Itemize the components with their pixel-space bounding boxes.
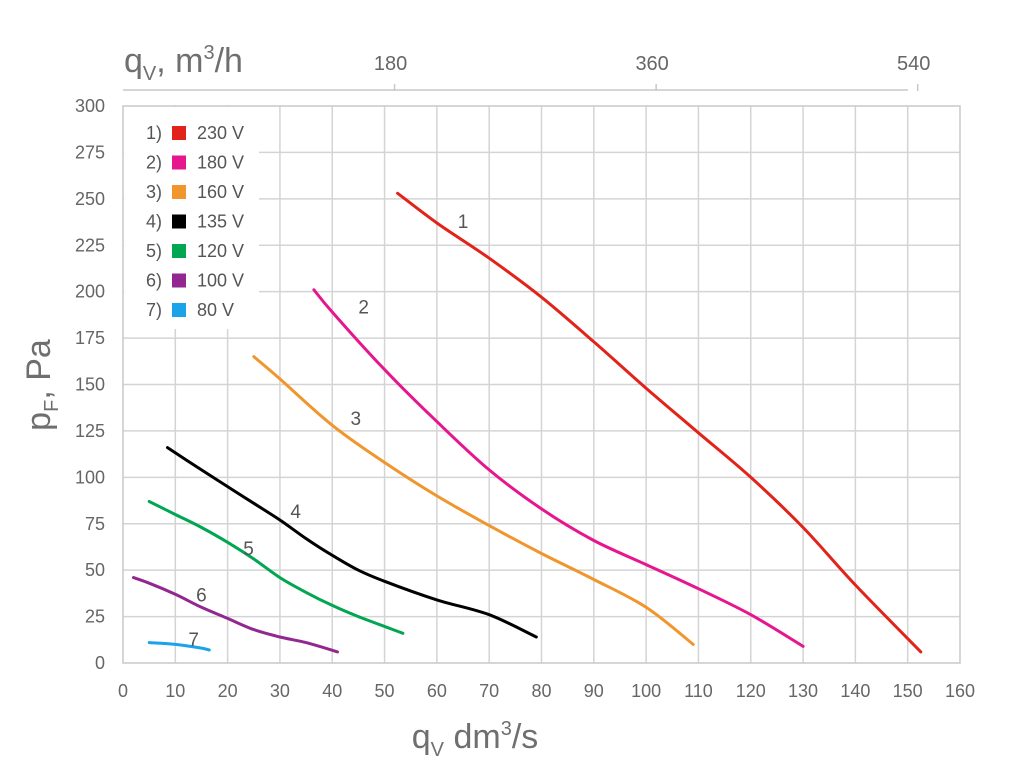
top-tick-label: 180 xyxy=(374,53,407,75)
curve-label-7: 7 xyxy=(188,630,199,651)
legend-number: 4) xyxy=(146,212,162,232)
legend-number: 6) xyxy=(146,271,162,291)
legend-item-3: 3) 160 V xyxy=(146,182,244,202)
y-tick-label: 75 xyxy=(85,514,105,534)
x-tick-label: 110 xyxy=(684,681,713,701)
x-tick-label: 90 xyxy=(584,681,604,701)
legend-item-5: 5) 120 V xyxy=(146,241,244,261)
legend-item-2: 2) 180 V xyxy=(146,153,244,173)
legend-label: 230 V xyxy=(197,123,244,143)
y-axis-ticks: 0 25 50 75 100 125 150 175 200 225 250 275 300 xyxy=(75,96,105,673)
legend-label: 135 V xyxy=(197,212,244,232)
y-tick-label: 50 xyxy=(85,560,105,580)
legend-item-1: 1) 230 V xyxy=(146,123,244,143)
x-tick-label: 80 xyxy=(531,681,551,701)
curve-label-6: 6 xyxy=(196,585,207,606)
top-axis: 180 360 540 xyxy=(123,53,930,91)
y-tick-label: 175 xyxy=(75,328,105,348)
legend-item-4: 4) 135 V xyxy=(146,212,244,232)
y-tick-label: 150 xyxy=(75,375,105,395)
y-axis-title: pF, Pa xyxy=(20,339,63,431)
y-tick-label: 100 xyxy=(75,467,105,487)
legend-label: 180 V xyxy=(197,153,244,173)
curve-label-3: 3 xyxy=(351,409,362,430)
x-tick-label: 0 xyxy=(118,681,128,701)
top-tick-label: 540 xyxy=(897,53,930,75)
x-tick-label: 140 xyxy=(840,681,870,701)
legend-item-6: 6) 100 V xyxy=(146,271,244,291)
axis-titles: qV dm3/s qV, m3/h pF, Pa xyxy=(20,42,538,761)
legend-swatch xyxy=(172,244,186,258)
series-line-4 xyxy=(166,446,538,639)
y-tick-label: 125 xyxy=(75,421,105,441)
x-tick-label: 20 xyxy=(218,681,238,701)
x-tick-label: 150 xyxy=(893,681,923,701)
series-line-6 xyxy=(132,576,339,654)
legend-number: 5) xyxy=(146,241,162,261)
legend-swatch xyxy=(172,126,186,140)
legend-label: 100 V xyxy=(197,271,244,291)
legend-label: 120 V xyxy=(197,241,244,261)
y-tick-label: 300 xyxy=(75,96,105,116)
top-tick-label: 360 xyxy=(635,53,668,75)
curve-label-1: 1 xyxy=(458,212,469,233)
x-tick-label: 50 xyxy=(375,681,395,701)
x-tick-label: 40 xyxy=(322,681,342,701)
legend-number: 7) xyxy=(146,300,162,320)
legend-swatch xyxy=(172,155,186,170)
legend-label: 80 V xyxy=(197,300,234,320)
series-line-7 xyxy=(147,641,211,652)
legend-label: 160 V xyxy=(197,182,244,202)
x-axis-ticks: 0 10 20 30 40 50 60 70 80 90 100 110 120 130 140 150 160 xyxy=(118,681,975,701)
plot-frame xyxy=(122,105,961,664)
y-tick-label: 25 xyxy=(85,607,105,627)
legend-background xyxy=(124,107,259,329)
series-line-3 xyxy=(252,355,695,646)
x-tick-label: 120 xyxy=(736,681,766,701)
legend-item-7: 7) 80 V xyxy=(146,300,234,320)
x-tick-label: 130 xyxy=(788,681,818,701)
legend: 1) 230 V 2) 180 V 3) 160 V 4) 135 V 5) 120 V 6) 100… xyxy=(146,123,244,320)
series-lines xyxy=(132,191,923,654)
legend-swatch xyxy=(172,185,186,199)
y-tick-label: 225 xyxy=(75,235,105,255)
legend-number: 2) xyxy=(146,153,162,173)
x-tick-label: 100 xyxy=(631,681,661,701)
y-tick-label: 200 xyxy=(75,282,105,302)
legend-swatch xyxy=(172,303,186,317)
curve-labels: 1 2 3 4 5 6 7 xyxy=(188,212,468,651)
y-tick-label: 0 xyxy=(95,653,105,673)
legend-swatch xyxy=(172,214,186,229)
y-tick-label: 250 xyxy=(75,189,105,209)
top-axis-title: qV, m3/h xyxy=(124,42,243,85)
x-tick-label: 30 xyxy=(270,681,290,701)
series-line-5 xyxy=(147,500,405,635)
curve-label-4: 4 xyxy=(290,502,301,523)
legend-number: 3) xyxy=(146,182,162,202)
curve-label-5: 5 xyxy=(243,539,254,560)
series-line-2 xyxy=(312,288,805,648)
x-tick-label: 160 xyxy=(945,681,975,701)
x-tick-label: 60 xyxy=(427,681,447,701)
x-tick-label: 10 xyxy=(165,681,185,701)
grid xyxy=(122,105,961,664)
y-tick-label: 275 xyxy=(75,142,105,162)
legend-number: 1) xyxy=(146,123,162,143)
series-line-1 xyxy=(396,191,923,654)
x-tick-label: 70 xyxy=(479,681,499,701)
x-axis-title: qV dm3/s xyxy=(412,718,539,761)
legend-swatch xyxy=(172,273,186,288)
curve-label-2: 2 xyxy=(358,298,369,319)
